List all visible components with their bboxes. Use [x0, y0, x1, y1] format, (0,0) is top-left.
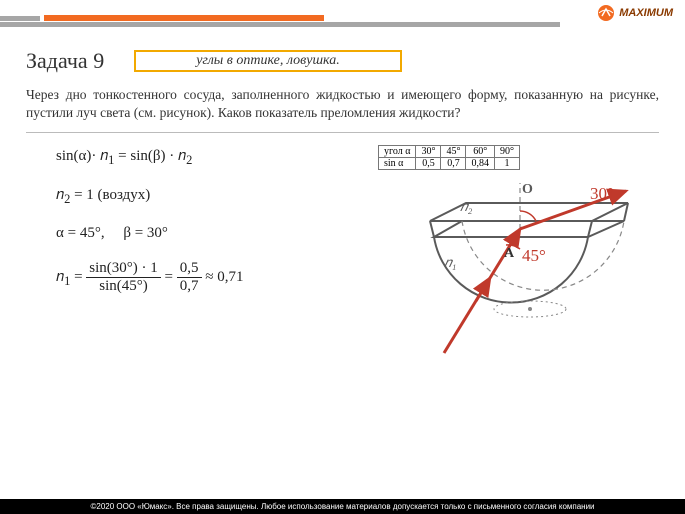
- f1-sin: sin(α): [56, 148, 91, 164]
- f2-val: = 1 (воздух): [70, 187, 150, 203]
- th-45: 45°: [441, 146, 466, 158]
- decor-gray-long: [0, 22, 560, 27]
- f4-frac2: 0,5 0,7: [177, 260, 202, 295]
- logo-icon: [597, 4, 615, 22]
- f4-n: 𝑛: [56, 269, 64, 285]
- td-90: 1: [494, 158, 519, 170]
- decor-gray-short: [0, 16, 40, 21]
- content: Задача 9 углы в оптике, ловушка. Через д…: [0, 34, 685, 447]
- f1-sub2: 2: [186, 153, 192, 167]
- footer: ©2020 ООО «Юмакс». Все права защищены. Л…: [0, 499, 685, 514]
- brand-name: MAXIMUM: [619, 8, 673, 19]
- table-row: sin α 0,5 0,7 0,84 1: [379, 158, 520, 170]
- f3-a: α = 45°,: [56, 225, 105, 241]
- formulas: sin(α)· 𝑛 1 = sin(β) · 𝑛2 𝑛2 = 1 (воздух)…: [56, 147, 243, 313]
- formula-angles: α = 45°, β = 30°: [56, 225, 243, 242]
- th-90: 90°: [494, 146, 519, 158]
- label-n2: 𝑛₂: [460, 200, 473, 215]
- formula-n2: 𝑛2 = 1 (воздух): [56, 186, 243, 207]
- f4-sub: 1: [64, 274, 70, 288]
- td-60: 0,84: [466, 158, 495, 170]
- th-angle: угол α: [379, 146, 416, 158]
- td-sin: sin α: [379, 158, 416, 170]
- sine-table: угол α 30° 45° 60° 90° sin α 0,5 0,7 0,8…: [378, 145, 520, 170]
- label-O: O: [522, 182, 533, 197]
- title-row: Задача 9 углы в оптике, ловушка.: [26, 48, 659, 74]
- label-n1: 𝑛₁: [444, 256, 456, 271]
- f1-eq: = sin(β) · 𝑛: [114, 148, 186, 164]
- td-45: 0,7: [441, 158, 466, 170]
- th-30: 30°: [416, 146, 441, 158]
- label-A: A: [504, 246, 515, 261]
- f4-approx: ≈ 0,71: [202, 269, 244, 285]
- f4-den: sin(45°): [86, 278, 161, 295]
- label-angle-45: 45°: [522, 246, 546, 265]
- rubric-box: углы в оптике, ловушка.: [134, 50, 402, 72]
- work-area: sin(α)· 𝑛 1 = sin(β) · 𝑛2 𝑛2 = 1 (воздух)…: [26, 147, 659, 447]
- brand-logo: MAXIMUM: [597, 4, 673, 22]
- f3-b: β = 30°: [123, 225, 168, 241]
- f4-num2: 0,5: [177, 260, 202, 278]
- f4-frac1: sin(30°) · 1 sin(45°): [86, 260, 161, 295]
- task-title: Задача 9: [26, 48, 104, 74]
- td-30: 0,5: [416, 158, 441, 170]
- th-60: 60°: [466, 146, 495, 158]
- decor-orange: [44, 15, 324, 21]
- table-row: угол α 30° 45° 60° 90°: [379, 146, 520, 158]
- f2-n: 𝑛: [56, 187, 64, 203]
- problem-text: Через дно тонкостенного сосуда, заполнен…: [26, 86, 659, 122]
- f4-num: sin(30°) · 1: [86, 260, 161, 278]
- optics-figure: O A 𝑛₂ 𝑛₁ 30° 45°: [394, 179, 644, 369]
- formula-snell: sin(α)· 𝑛1 = sin(β) · 𝑛2: [56, 147, 243, 168]
- separator: [26, 132, 659, 133]
- f1-n1: · 𝑛: [91, 148, 108, 164]
- label-angle-30: 30°: [590, 184, 614, 203]
- formula-result: 𝑛1 = sin(30°) · 1 sin(45°) = 0,5 0,7 ≈ 0…: [56, 260, 243, 295]
- f4-den2: 0,7: [177, 278, 202, 295]
- header-bar: MAXIMUM: [0, 0, 685, 34]
